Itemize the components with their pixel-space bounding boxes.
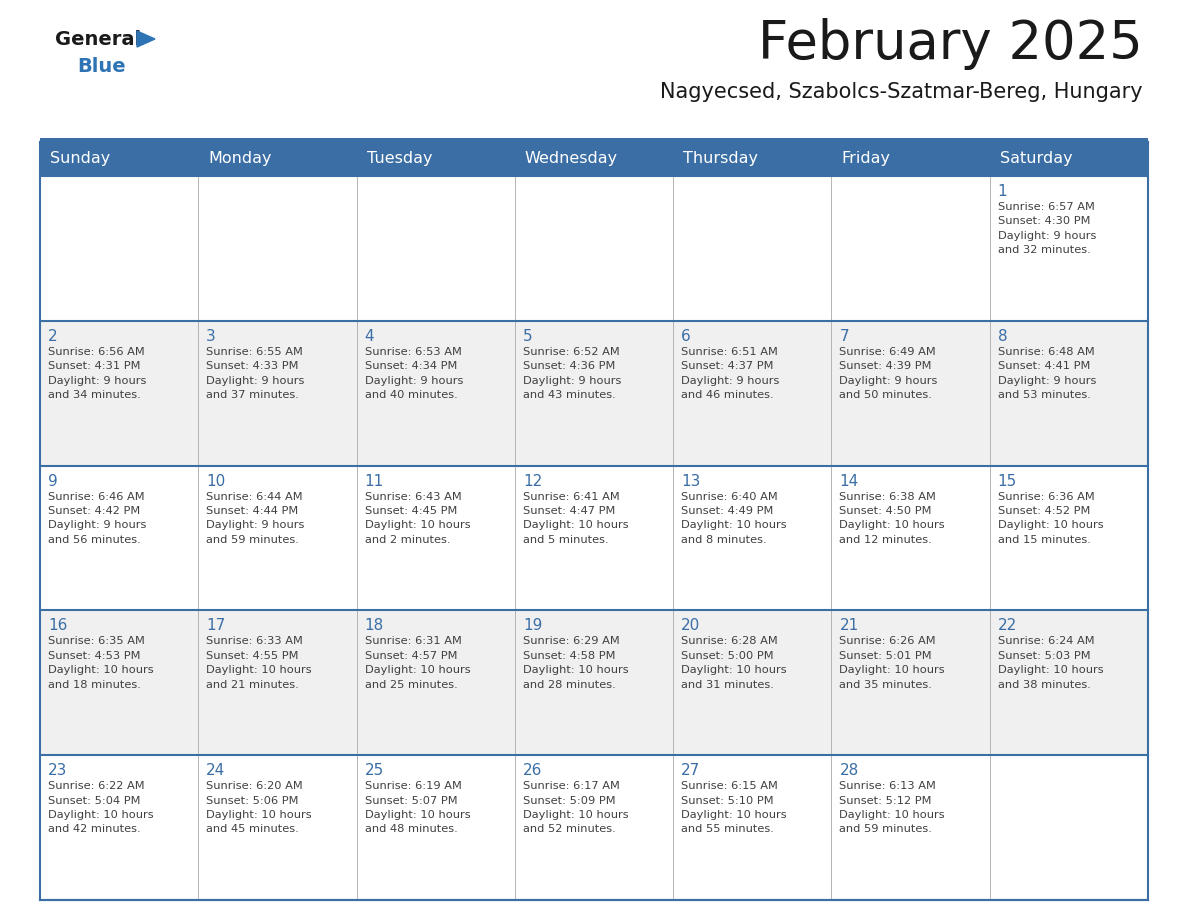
Bar <box>40 610 1148 756</box>
Bar <box>40 465 1148 610</box>
Bar <box>40 138 1148 142</box>
Text: Sunrise: 6:35 AM
Sunset: 4:53 PM
Daylight: 10 hours
and 18 minutes.: Sunrise: 6:35 AM Sunset: 4:53 PM Dayligh… <box>48 636 153 689</box>
Text: Tuesday: Tuesday <box>367 151 432 166</box>
Text: Sunrise: 6:22 AM
Sunset: 5:04 PM
Daylight: 10 hours
and 42 minutes.: Sunrise: 6:22 AM Sunset: 5:04 PM Dayligh… <box>48 781 153 834</box>
Text: Sunrise: 6:44 AM
Sunset: 4:44 PM
Daylight: 9 hours
and 59 minutes.: Sunrise: 6:44 AM Sunset: 4:44 PM Dayligh… <box>207 492 304 544</box>
Text: Sunrise: 6:46 AM
Sunset: 4:42 PM
Daylight: 9 hours
and 56 minutes.: Sunrise: 6:46 AM Sunset: 4:42 PM Dayligh… <box>48 492 146 544</box>
Text: Sunrise: 6:40 AM
Sunset: 4:49 PM
Daylight: 10 hours
and 8 minutes.: Sunrise: 6:40 AM Sunset: 4:49 PM Dayligh… <box>681 492 786 544</box>
Text: Sunrise: 6:43 AM
Sunset: 4:45 PM
Daylight: 10 hours
and 2 minutes.: Sunrise: 6:43 AM Sunset: 4:45 PM Dayligh… <box>365 492 470 544</box>
Text: 20: 20 <box>681 619 701 633</box>
Text: Sunrise: 6:41 AM
Sunset: 4:47 PM
Daylight: 10 hours
and 5 minutes.: Sunrise: 6:41 AM Sunset: 4:47 PM Dayligh… <box>523 492 628 544</box>
Text: Sunrise: 6:55 AM
Sunset: 4:33 PM
Daylight: 9 hours
and 37 minutes.: Sunrise: 6:55 AM Sunset: 4:33 PM Dayligh… <box>207 347 304 400</box>
Text: 22: 22 <box>998 619 1017 633</box>
Text: General: General <box>55 30 141 49</box>
Text: Sunrise: 6:49 AM
Sunset: 4:39 PM
Daylight: 9 hours
and 50 minutes.: Sunrise: 6:49 AM Sunset: 4:39 PM Dayligh… <box>840 347 937 400</box>
Text: 11: 11 <box>365 474 384 488</box>
Text: 2: 2 <box>48 329 58 344</box>
Text: 5: 5 <box>523 329 532 344</box>
Text: Sunrise: 6:17 AM
Sunset: 5:09 PM
Daylight: 10 hours
and 52 minutes.: Sunrise: 6:17 AM Sunset: 5:09 PM Dayligh… <box>523 781 628 834</box>
Text: Monday: Monday <box>208 151 272 166</box>
Text: 10: 10 <box>207 474 226 488</box>
Text: Sunrise: 6:20 AM
Sunset: 5:06 PM
Daylight: 10 hours
and 45 minutes.: Sunrise: 6:20 AM Sunset: 5:06 PM Dayligh… <box>207 781 312 834</box>
Bar <box>40 320 1148 465</box>
Text: 28: 28 <box>840 763 859 778</box>
Text: Sunrise: 6:52 AM
Sunset: 4:36 PM
Daylight: 9 hours
and 43 minutes.: Sunrise: 6:52 AM Sunset: 4:36 PM Dayligh… <box>523 347 621 400</box>
Text: 27: 27 <box>681 763 701 778</box>
Text: Sunrise: 6:57 AM
Sunset: 4:30 PM
Daylight: 9 hours
and 32 minutes.: Sunrise: 6:57 AM Sunset: 4:30 PM Dayligh… <box>998 202 1097 255</box>
Text: 17: 17 <box>207 619 226 633</box>
Text: Sunrise: 6:56 AM
Sunset: 4:31 PM
Daylight: 9 hours
and 34 minutes.: Sunrise: 6:56 AM Sunset: 4:31 PM Dayligh… <box>48 347 146 400</box>
Text: 15: 15 <box>998 474 1017 488</box>
Text: Sunrise: 6:36 AM
Sunset: 4:52 PM
Daylight: 10 hours
and 15 minutes.: Sunrise: 6:36 AM Sunset: 4:52 PM Dayligh… <box>998 492 1104 544</box>
Text: 12: 12 <box>523 474 542 488</box>
Text: Saturday: Saturday <box>1000 151 1073 166</box>
Text: 4: 4 <box>365 329 374 344</box>
Text: 19: 19 <box>523 619 542 633</box>
Text: 1: 1 <box>998 184 1007 199</box>
Text: Sunrise: 6:38 AM
Sunset: 4:50 PM
Daylight: 10 hours
and 12 minutes.: Sunrise: 6:38 AM Sunset: 4:50 PM Dayligh… <box>840 492 944 544</box>
Text: 25: 25 <box>365 763 384 778</box>
Polygon shape <box>137 31 154 47</box>
Text: 3: 3 <box>207 329 216 344</box>
Bar <box>40 176 1148 320</box>
Text: Sunrise: 6:24 AM
Sunset: 5:03 PM
Daylight: 10 hours
and 38 minutes.: Sunrise: 6:24 AM Sunset: 5:03 PM Dayligh… <box>998 636 1104 689</box>
Bar <box>40 756 1148 900</box>
Text: 24: 24 <box>207 763 226 778</box>
Text: 16: 16 <box>48 619 68 633</box>
Text: Friday: Friday <box>841 151 891 166</box>
Text: 9: 9 <box>48 474 58 488</box>
Text: 14: 14 <box>840 474 859 488</box>
Text: Wednesday: Wednesday <box>525 151 618 166</box>
Text: 18: 18 <box>365 619 384 633</box>
Text: 23: 23 <box>48 763 68 778</box>
Text: Sunrise: 6:26 AM
Sunset: 5:01 PM
Daylight: 10 hours
and 35 minutes.: Sunrise: 6:26 AM Sunset: 5:01 PM Dayligh… <box>840 636 944 689</box>
Text: Blue: Blue <box>77 57 126 76</box>
Text: Nagyecsed, Szabolcs-Szatmar-Bereg, Hungary: Nagyecsed, Szabolcs-Szatmar-Bereg, Hunga… <box>661 82 1143 102</box>
Text: Sunday: Sunday <box>50 151 110 166</box>
Text: Sunrise: 6:28 AM
Sunset: 5:00 PM
Daylight: 10 hours
and 31 minutes.: Sunrise: 6:28 AM Sunset: 5:00 PM Dayligh… <box>681 636 786 689</box>
Text: Sunrise: 6:53 AM
Sunset: 4:34 PM
Daylight: 9 hours
and 40 minutes.: Sunrise: 6:53 AM Sunset: 4:34 PM Dayligh… <box>365 347 463 400</box>
Text: Sunrise: 6:13 AM
Sunset: 5:12 PM
Daylight: 10 hours
and 59 minutes.: Sunrise: 6:13 AM Sunset: 5:12 PM Dayligh… <box>840 781 944 834</box>
Text: Thursday: Thursday <box>683 151 758 166</box>
Text: 8: 8 <box>998 329 1007 344</box>
Text: 26: 26 <box>523 763 542 778</box>
Text: Sunrise: 6:29 AM
Sunset: 4:58 PM
Daylight: 10 hours
and 28 minutes.: Sunrise: 6:29 AM Sunset: 4:58 PM Dayligh… <box>523 636 628 689</box>
Text: Sunrise: 6:51 AM
Sunset: 4:37 PM
Daylight: 9 hours
and 46 minutes.: Sunrise: 6:51 AM Sunset: 4:37 PM Dayligh… <box>681 347 779 400</box>
Text: 7: 7 <box>840 329 849 344</box>
Text: 13: 13 <box>681 474 701 488</box>
Text: Sunrise: 6:15 AM
Sunset: 5:10 PM
Daylight: 10 hours
and 55 minutes.: Sunrise: 6:15 AM Sunset: 5:10 PM Dayligh… <box>681 781 786 834</box>
Bar <box>40 142 1148 176</box>
Text: 21: 21 <box>840 619 859 633</box>
Text: Sunrise: 6:48 AM
Sunset: 4:41 PM
Daylight: 9 hours
and 53 minutes.: Sunrise: 6:48 AM Sunset: 4:41 PM Dayligh… <box>998 347 1097 400</box>
Text: Sunrise: 6:33 AM
Sunset: 4:55 PM
Daylight: 10 hours
and 21 minutes.: Sunrise: 6:33 AM Sunset: 4:55 PM Dayligh… <box>207 636 312 689</box>
Text: Sunrise: 6:31 AM
Sunset: 4:57 PM
Daylight: 10 hours
and 25 minutes.: Sunrise: 6:31 AM Sunset: 4:57 PM Dayligh… <box>365 636 470 689</box>
Text: February 2025: February 2025 <box>758 18 1143 70</box>
Text: Sunrise: 6:19 AM
Sunset: 5:07 PM
Daylight: 10 hours
and 48 minutes.: Sunrise: 6:19 AM Sunset: 5:07 PM Dayligh… <box>365 781 470 834</box>
Text: 6: 6 <box>681 329 691 344</box>
